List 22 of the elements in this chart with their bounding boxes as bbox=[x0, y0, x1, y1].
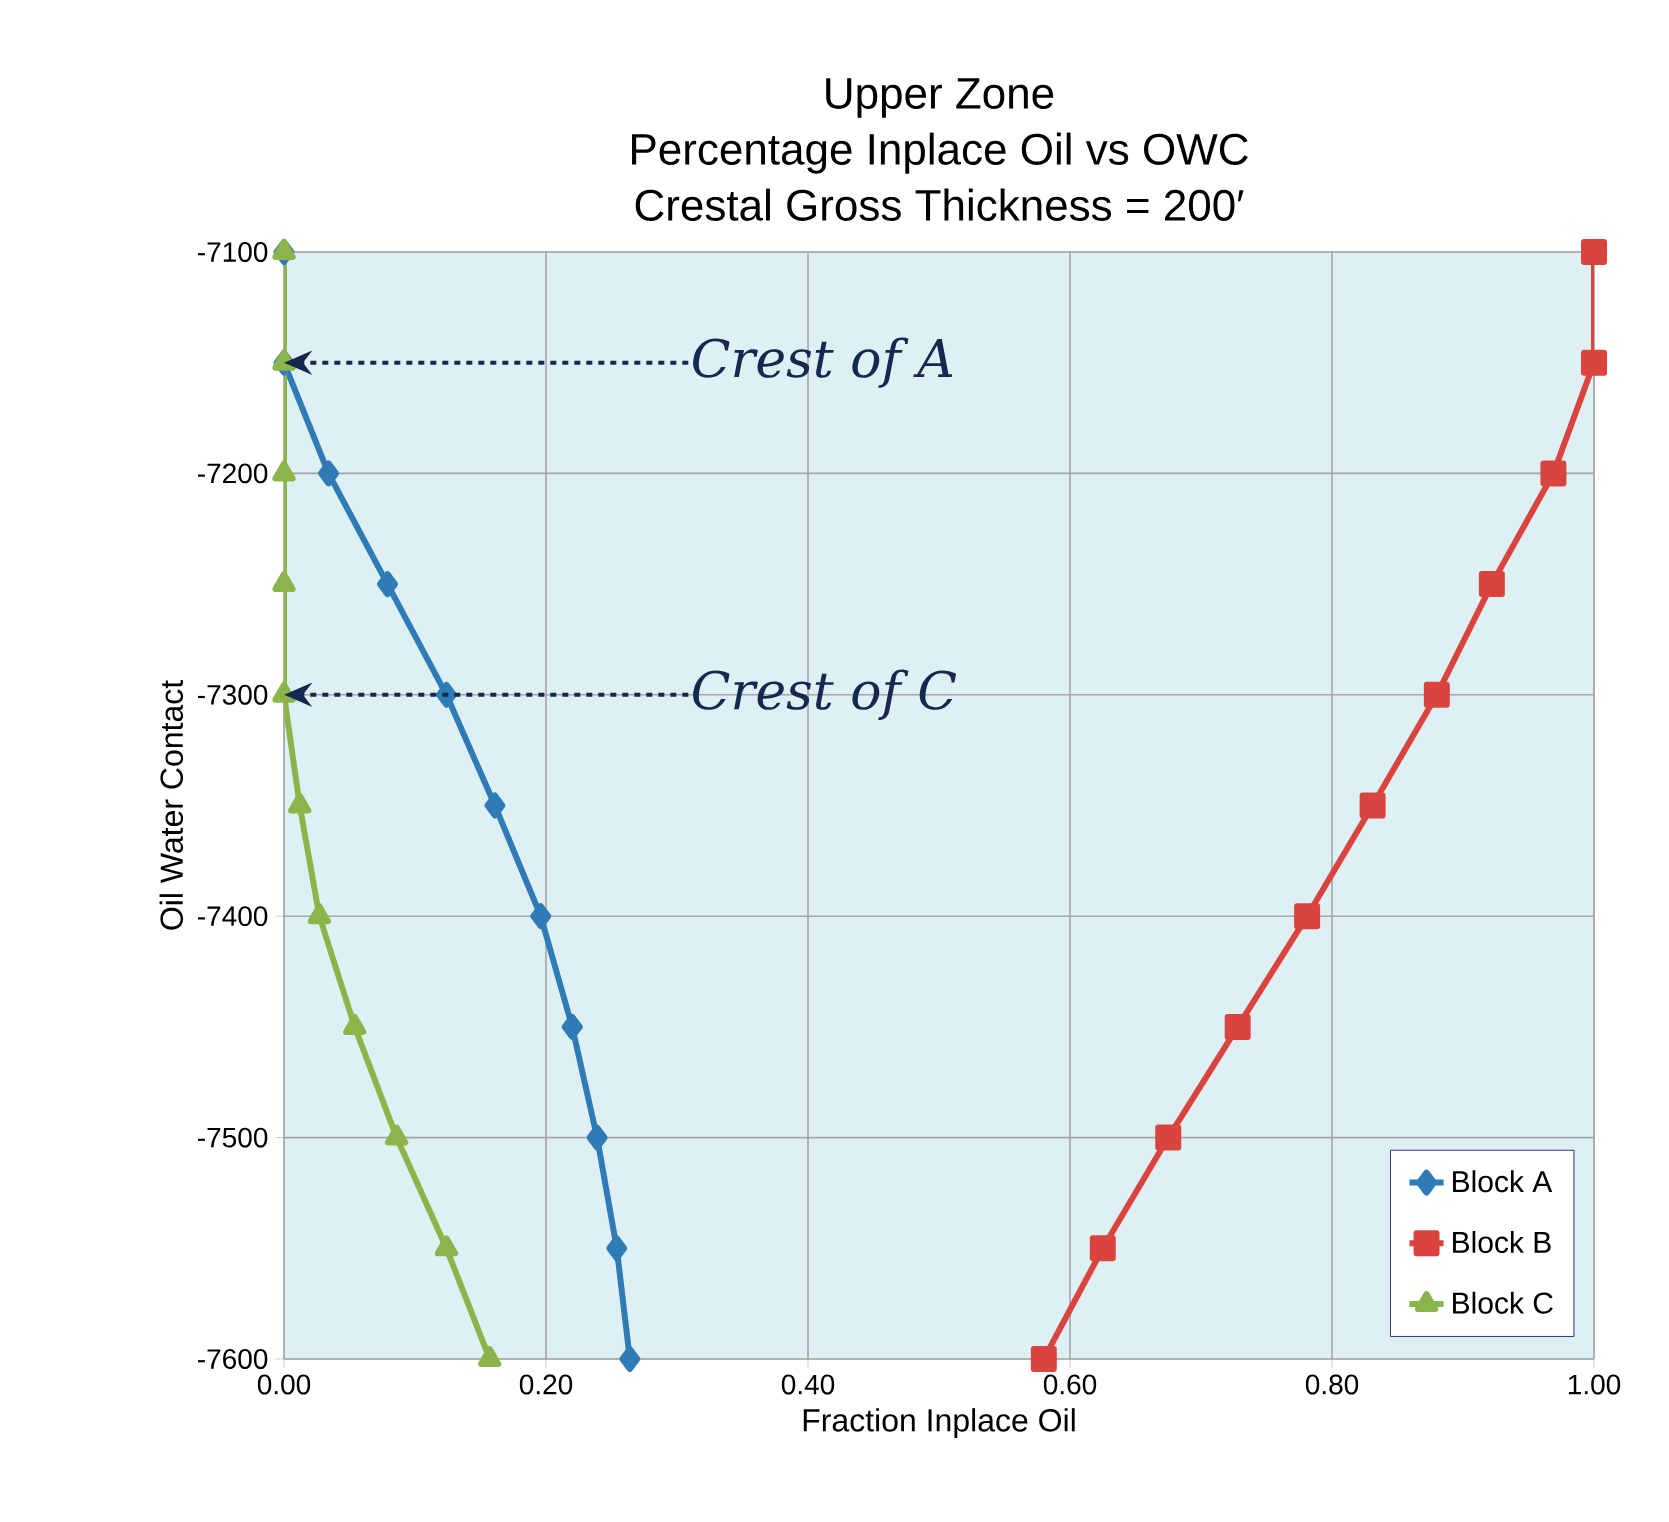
legend-label: Block A bbox=[1453, 1170, 1553, 1193]
y-tick-label: -7200 bbox=[198, 463, 268, 484]
legend-label: Block C bbox=[1453, 1291, 1553, 1314]
x-tick-label: 0.40 bbox=[781, 1374, 835, 1395]
chart-title: Upper Zone bbox=[826, 78, 1054, 118]
legend-label: Block B bbox=[1453, 1230, 1551, 1253]
annotation: Crest of A bbox=[693, 337, 953, 388]
y-tick-label: -7500 bbox=[198, 1127, 268, 1148]
y-axis-title: Oil Water Contact bbox=[159, 680, 184, 930]
x-tick-label: 0.20 bbox=[519, 1374, 573, 1395]
chart-subtitle: Percentage Inplace Oil vs OWC bbox=[632, 132, 1248, 174]
annotation: Crest of C bbox=[693, 669, 957, 720]
x-axis-title: Fraction Inplace Oil bbox=[803, 1408, 1075, 1438]
x-tick-label: 0.60 bbox=[1043, 1374, 1097, 1395]
text: Crestal Gross Thickness = 200′ bbox=[635, 188, 1244, 221]
x-tick-label: 1.00 bbox=[1568, 1374, 1621, 1395]
y-tick-label: -7300 bbox=[198, 684, 268, 705]
x-tick-label: 0.80 bbox=[1305, 1374, 1359, 1395]
y-tick-label: -7100 bbox=[198, 242, 268, 262]
y-tick-label: -7600 bbox=[198, 1349, 268, 1369]
y-tick-label: -7400 bbox=[198, 906, 268, 927]
x-tick-label: 0.00 bbox=[257, 1374, 311, 1395]
